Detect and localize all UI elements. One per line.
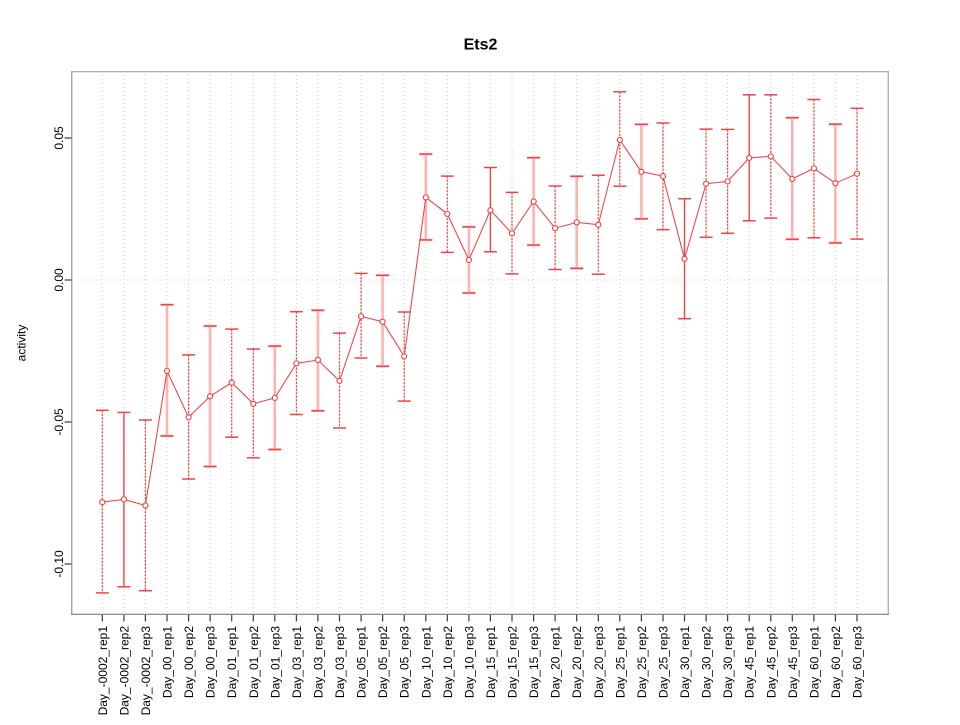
svg-text:Day_20_rep2: Day_20_rep2 (570, 626, 584, 698)
svg-text:-0.05: -0.05 (52, 408, 66, 436)
svg-text:Day_05_rep2: Day_05_rep2 (376, 626, 390, 698)
svg-text:-0.10: -0.10 (52, 550, 66, 578)
svg-text:Day_-0002_rep1: Day_-0002_rep1 (96, 626, 110, 716)
svg-text:Day_60_rep1: Day_60_rep1 (807, 626, 821, 698)
svg-text:Day_03_rep1: Day_03_rep1 (290, 626, 304, 698)
svg-text:Day_25_rep2: Day_25_rep2 (635, 626, 649, 698)
svg-text:Day_30_rep2: Day_30_rep2 (700, 626, 714, 698)
svg-text:Day_10_rep2: Day_10_rep2 (441, 626, 455, 698)
svg-text:Day_15_rep2: Day_15_rep2 (506, 626, 520, 698)
svg-text:Day_20_rep3: Day_20_rep3 (592, 626, 606, 698)
svg-text:Day_25_rep3: Day_25_rep3 (657, 626, 671, 698)
svg-text:Day_45_rep1: Day_45_rep1 (743, 626, 757, 698)
svg-text:Day_03_rep3: Day_03_rep3 (333, 626, 347, 698)
svg-text:Day_30_rep3: Day_30_rep3 (721, 626, 735, 698)
svg-text:Day_-0002_rep2: Day_-0002_rep2 (117, 626, 131, 716)
svg-text:Day_15_rep1: Day_15_rep1 (484, 626, 498, 698)
svg-text:Day_60_rep3: Day_60_rep3 (851, 626, 865, 698)
svg-text:Day_01_rep2: Day_01_rep2 (247, 626, 261, 698)
svg-text:0.05: 0.05 (52, 126, 66, 150)
svg-text:Day_01_rep1: Day_01_rep1 (225, 626, 239, 698)
svg-text:Day_10_rep3: Day_10_rep3 (462, 626, 476, 698)
svg-text:Day_30_rep1: Day_30_rep1 (678, 626, 692, 698)
svg-text:Day_60_rep2: Day_60_rep2 (829, 626, 843, 698)
svg-text:Day_05_rep3: Day_05_rep3 (398, 626, 412, 698)
svg-text:Day_03_rep2: Day_03_rep2 (311, 626, 325, 698)
svg-text:activity: activity (15, 325, 29, 362)
svg-text:Day_45_rep3: Day_45_rep3 (786, 626, 800, 698)
svg-text:Day_45_rep2: Day_45_rep2 (764, 626, 778, 698)
svg-text:Day_05_rep1: Day_05_rep1 (355, 626, 369, 698)
svg-text:Ets2: Ets2 (464, 36, 498, 53)
svg-text:Day_00_rep1: Day_00_rep1 (161, 626, 175, 698)
svg-text:Day_20_rep1: Day_20_rep1 (549, 626, 563, 698)
svg-text:Day_10_rep1: Day_10_rep1 (419, 626, 433, 698)
svg-text:Day_15_rep3: Day_15_rep3 (527, 626, 541, 698)
svg-text:Day_00_rep2: Day_00_rep2 (182, 626, 196, 698)
svg-text:Day_-0002_rep3: Day_-0002_rep3 (139, 626, 153, 716)
svg-text:Day_01_rep3: Day_01_rep3 (268, 626, 282, 698)
svg-text:0.00: 0.00 (52, 268, 66, 292)
svg-text:Day_00_rep3: Day_00_rep3 (204, 626, 218, 698)
svg-text:Day_25_rep1: Day_25_rep1 (613, 626, 627, 698)
